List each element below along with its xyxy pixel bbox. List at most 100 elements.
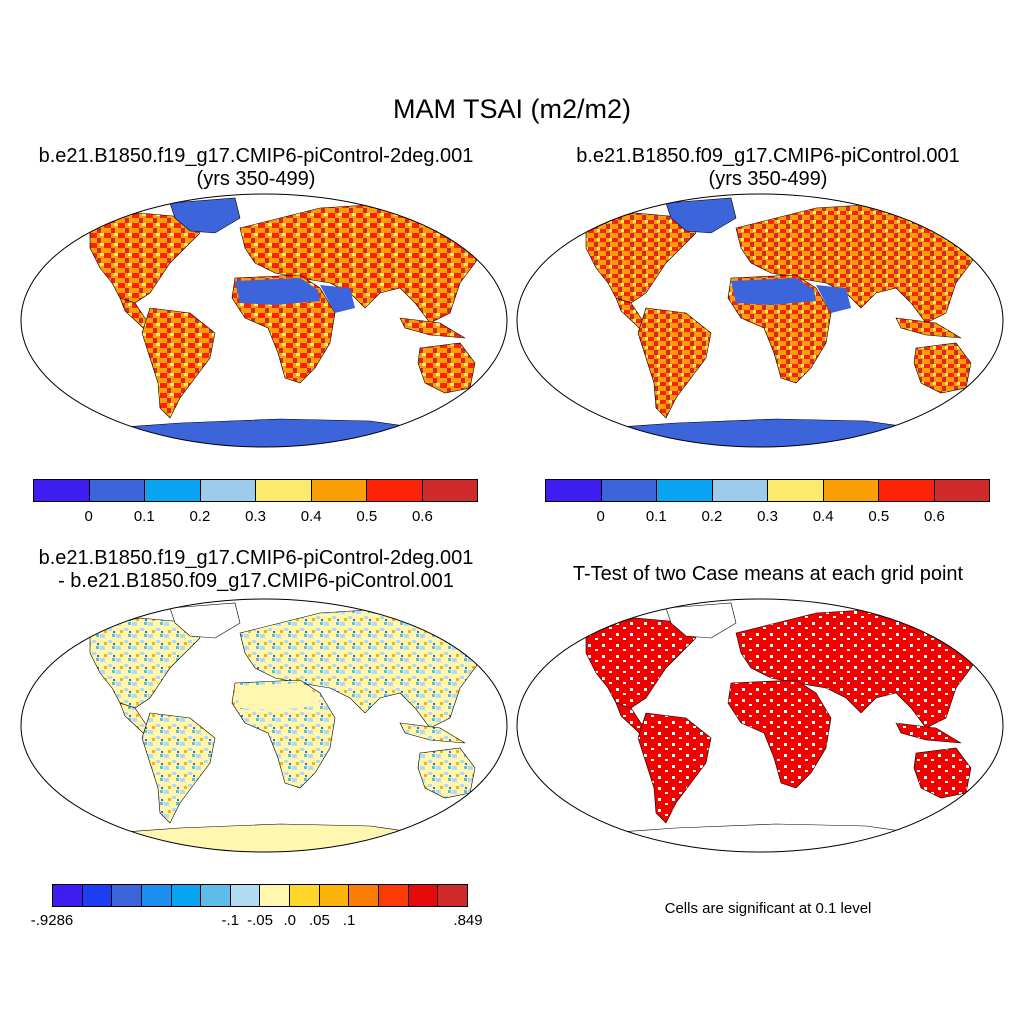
panel2-title-line2: (yrs 350-499) [708, 168, 828, 190]
indonesia [895, 317, 962, 339]
colorbar-tick-label: 0.3 [757, 508, 778, 525]
significance-note: Cells are significant at 0.1 level [664, 900, 872, 917]
map-case1 [20, 193, 508, 448]
colorbar-swatch [422, 480, 477, 501]
colorbar-tick-label: .05 [308, 912, 330, 929]
panel2-title: b.e21.B1850.f09_g17.CMIP6-piControl.001 … [512, 145, 1024, 191]
colorbar-tick-label: .0 [283, 912, 296, 929]
south-america [141, 307, 216, 419]
north-america [89, 617, 201, 709]
colorbar-tick-label: .1 [342, 912, 356, 929]
antarctica [517, 823, 1003, 852]
greenland [169, 602, 241, 639]
arabia [816, 285, 851, 313]
colorbar-tick-label: 0.2 [189, 508, 211, 525]
colorbar-swatch [712, 480, 768, 501]
arabia [320, 285, 355, 313]
colorbar-swatch [256, 480, 312, 501]
map-case2 [516, 193, 1004, 448]
colorbar-case2 [545, 479, 990, 502]
colorbar-swatch [546, 480, 602, 501]
australia [417, 342, 476, 394]
map-frame [516, 193, 1004, 448]
panel3-title: b.e21.B1850.f19_g17.CMIP6-piControl-2deg… [0, 547, 512, 593]
colorbar-difference [52, 884, 468, 907]
colorbar-tick-label: 0 [596, 508, 605, 525]
colorbar-tick-label: 0.5 [356, 508, 378, 525]
panel1-title: b.e21.B1850.f19_g17.CMIP6-piControl-2deg… [0, 145, 512, 191]
antarctica [21, 418, 507, 447]
greenland [169, 197, 241, 234]
colorbar-swatch [438, 885, 467, 906]
colorbar-swatch [408, 885, 439, 906]
africa [727, 679, 832, 789]
colorbar-tick-label: 0.4 [812, 508, 834, 525]
panel3-title-line1: b.e21.B1850.f19_g17.CMIP6-piControl-2deg… [38, 547, 474, 569]
australia [417, 747, 476, 799]
colorbar-swatch [230, 885, 261, 906]
greenland [665, 602, 737, 639]
australia [913, 342, 972, 394]
map-frame [516, 598, 1004, 853]
colorbar-swatch [311, 480, 367, 501]
colorbar-swatch [145, 480, 201, 501]
colorbar-tick-label: -.1 [221, 912, 240, 929]
sahara [235, 683, 320, 710]
colorbar-swatch [823, 480, 879, 501]
colorbar-swatch [34, 480, 90, 501]
antarctica [21, 823, 507, 852]
colorbar-swatch [200, 480, 256, 501]
colorbar-swatch [657, 480, 713, 501]
north-america [585, 212, 697, 304]
figure-title: MAM TSAI (m2/m2) [392, 94, 632, 124]
north-america [585, 617, 697, 709]
colorbar-tick-label: -.9286 [30, 912, 74, 929]
indonesia [399, 317, 466, 339]
south-america [637, 307, 712, 419]
colorbar-tick-label: 0.3 [245, 508, 266, 525]
colorbar-swatch [201, 885, 231, 906]
colorbar-tick-label: -.05 [247, 912, 273, 929]
colorbar-tick-label: 0 [84, 508, 93, 525]
south-america [637, 712, 712, 824]
colorbar-case1 [33, 479, 478, 502]
colorbar-tick-label: 0.6 [411, 508, 433, 525]
colorbar-tick-label: .849 [453, 912, 483, 929]
colorbar-swatch [171, 885, 202, 906]
colorbar-swatch [349, 885, 380, 906]
map-frame [20, 598, 508, 853]
colorbar-tick-label: 0.2 [701, 508, 723, 525]
colorbar-tick-label: 0.5 [868, 508, 890, 525]
colorbar-swatch [879, 480, 935, 501]
colorbar-swatch [379, 885, 409, 906]
colorbar-swatch [112, 885, 142, 906]
antarctica [517, 418, 1003, 447]
colorbar-swatch [601, 480, 657, 501]
colorbar-tick-label: 0.6 [923, 508, 945, 525]
colorbar-tick-label: 0.1 [133, 508, 155, 525]
panel2-title-line1: b.e21.B1850.f09_g17.CMIP6-piControl.001 [576, 145, 960, 167]
map-frame [20, 193, 508, 448]
colorbar-swatch [141, 885, 172, 906]
colorbar-swatch [367, 480, 423, 501]
colorbar-swatch [290, 885, 320, 906]
colorbar-swatch [82, 885, 113, 906]
panel4-title: T-Test of two Case means at each grid po… [512, 563, 1024, 586]
map-ttest [516, 598, 1004, 853]
colorbar-swatch [53, 885, 83, 906]
panel1-title-line1: b.e21.B1850.f19_g17.CMIP6-piControl-2deg… [38, 145, 474, 167]
panel1-title-line2: (yrs 350-499) [196, 168, 316, 190]
australia [913, 747, 972, 799]
south-america [141, 712, 216, 824]
sahara [235, 278, 320, 305]
indonesia [399, 722, 466, 744]
colorbar-tick-label: 0.1 [645, 508, 667, 525]
indonesia [895, 722, 962, 744]
colorbar-swatch [319, 885, 350, 906]
colorbar-tick-label: 0.4 [300, 508, 322, 525]
colorbar-swatch [260, 885, 291, 906]
panel4-title-line1: T-Test of two Case means at each grid po… [572, 563, 964, 585]
north-america [89, 212, 201, 304]
map-difference [20, 598, 508, 853]
sahara [731, 278, 816, 305]
